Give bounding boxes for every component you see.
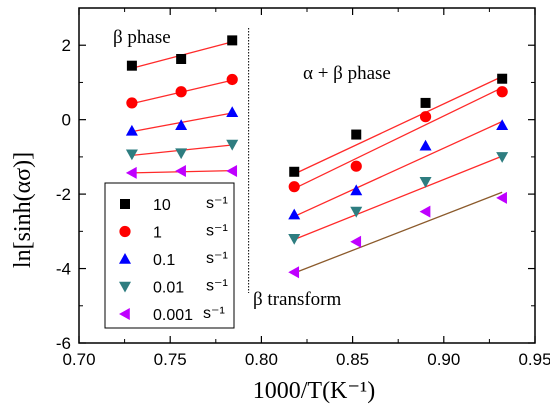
data-point	[176, 53, 187, 64]
data-point	[175, 165, 186, 178]
legend-label: 10	[153, 197, 171, 214]
legend-marker	[120, 199, 130, 209]
fit-line	[293, 75, 503, 175]
data-point	[419, 205, 431, 218]
x-tick-label: 0.70	[62, 350, 95, 369]
fit-line	[293, 87, 503, 190]
data-point	[419, 111, 432, 123]
x-axis-title: 1000/T(K⁻¹)	[253, 378, 376, 404]
legend-label: 0.01	[153, 280, 184, 297]
annotation-alpha-beta-phase: α + β phase	[303, 63, 391, 84]
data-point	[126, 97, 138, 109]
data-point	[288, 233, 301, 245]
legend-unit: s⁻¹	[203, 305, 225, 322]
y-tick-label: -6	[56, 334, 71, 353]
data-point	[350, 160, 362, 172]
data-point	[288, 181, 300, 193]
y-tick-label: 0	[62, 111, 71, 130]
data-point	[226, 73, 238, 86]
legend-marker	[119, 281, 131, 293]
y-tick-label: -2	[56, 185, 71, 204]
x-tick-label: 0.80	[245, 350, 278, 369]
data-point	[226, 165, 238, 178]
data-point	[419, 177, 432, 188]
legend-label: 0.1	[153, 252, 175, 269]
data-point	[227, 35, 238, 46]
x-tick-label: 0.85	[336, 350, 369, 369]
data-point	[350, 206, 363, 218]
data-point	[419, 139, 432, 151]
x-tick-label: 0.95	[518, 350, 550, 369]
legend-unit: s⁻¹	[206, 250, 228, 267]
legend-unit: s⁻¹	[206, 223, 228, 240]
data-points	[125, 35, 509, 279]
x-tick-label: 0.90	[427, 350, 460, 369]
data-point	[288, 208, 301, 220]
data-point	[125, 149, 138, 161]
y-tick-label: 2	[62, 36, 71, 55]
data-point	[288, 266, 300, 279]
y-tick-label: -4	[56, 260, 71, 279]
data-point	[496, 152, 509, 163]
legend-label: 0.001	[153, 307, 193, 324]
data-point	[126, 60, 137, 71]
data-point	[351, 129, 362, 140]
data-point	[496, 119, 509, 131]
legend-label: 1	[153, 225, 162, 242]
legend-marker	[119, 225, 131, 238]
legend-marker	[119, 308, 130, 320]
legend: 10 s⁻¹ 1 s⁻¹ 0.1 s⁻¹ 0.01 s⁻¹ 0.001 s⁻¹	[104, 182, 235, 329]
data-point	[175, 119, 188, 131]
x-tick-label: 0.75	[154, 350, 187, 369]
annotation-beta-transform: β transform	[253, 289, 342, 310]
axis-ticks: 0.70 0.75 0.80 0.85 0.90 0.95 -6 -4 -2 0 2	[56, 7, 550, 369]
data-point	[226, 139, 239, 151]
fit-line	[293, 155, 503, 241]
data-point	[226, 106, 239, 118]
legend-marker	[119, 253, 131, 264]
y-axis-title: ln[sinh(ασ)]	[10, 152, 36, 268]
fit-line	[293, 120, 503, 218]
legend-unit: s⁻¹	[206, 278, 228, 295]
data-point	[420, 97, 431, 108]
legend-unit: s⁻¹	[206, 195, 228, 212]
data-point	[125, 124, 138, 136]
data-point	[289, 166, 300, 177]
annotation-beta-phase: β phase	[113, 27, 171, 48]
data-point	[175, 148, 188, 160]
fit-line	[293, 191, 503, 274]
data-point	[350, 235, 362, 248]
data-point	[496, 191, 507, 204]
data-point	[350, 184, 363, 196]
data-point	[496, 86, 508, 98]
data-point	[497, 73, 508, 84]
data-point	[175, 86, 187, 98]
data-point	[125, 166, 137, 179]
